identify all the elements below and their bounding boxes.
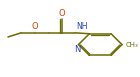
Text: O: O	[32, 22, 38, 31]
Text: CH₃: CH₃	[125, 42, 138, 48]
Text: NH: NH	[76, 22, 87, 31]
Text: N: N	[74, 45, 80, 54]
Text: O: O	[59, 9, 65, 18]
